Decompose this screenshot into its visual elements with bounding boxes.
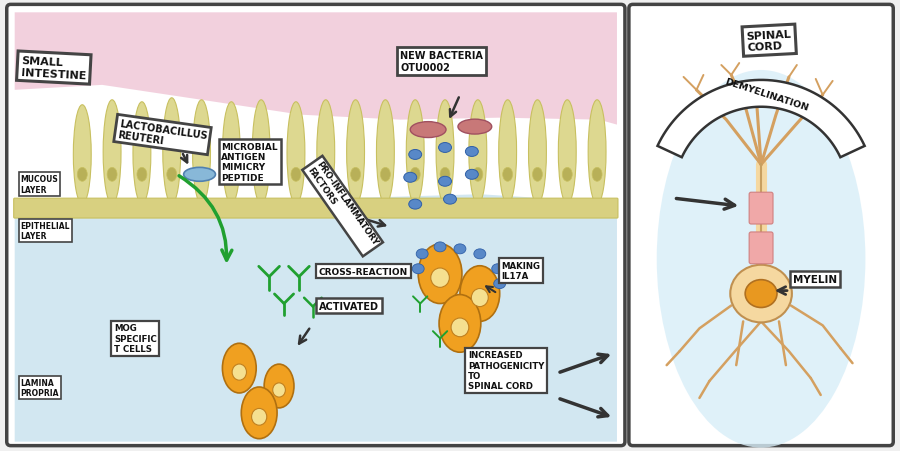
Text: MYELIN: MYELIN [793,274,837,284]
Ellipse shape [438,143,452,153]
Text: MAKING
IL17A: MAKING IL17A [501,261,541,281]
FancyBboxPatch shape [629,5,894,446]
Text: EPITHELIAL
LAYER: EPITHELIAL LAYER [21,221,70,241]
Ellipse shape [222,102,240,205]
Ellipse shape [472,168,482,182]
Ellipse shape [472,289,489,307]
Ellipse shape [351,168,361,182]
Ellipse shape [745,280,777,308]
Ellipse shape [166,168,176,182]
FancyArrowPatch shape [179,176,232,261]
Ellipse shape [104,101,121,205]
Ellipse shape [460,266,500,322]
Ellipse shape [465,170,478,180]
Ellipse shape [320,168,330,182]
Text: LACTOBACILLUS
REUTERI: LACTOBACILLUS REUTERI [117,119,208,152]
Ellipse shape [252,409,266,425]
Ellipse shape [227,168,237,182]
Ellipse shape [451,318,469,337]
Ellipse shape [454,244,466,254]
Ellipse shape [562,168,572,182]
Text: CROSS-REACTION: CROSS-REACTION [319,267,408,276]
Text: SPINAL
CORD: SPINAL CORD [746,29,792,53]
Ellipse shape [163,99,181,205]
Ellipse shape [232,364,247,380]
Ellipse shape [409,150,422,160]
Ellipse shape [241,387,277,439]
Ellipse shape [291,168,301,182]
Ellipse shape [558,101,576,205]
Text: SMALL
INTESTINE: SMALL INTESTINE [21,56,87,81]
Ellipse shape [533,168,543,182]
Ellipse shape [107,168,117,182]
Ellipse shape [346,101,364,205]
Ellipse shape [494,279,506,289]
Ellipse shape [458,120,491,135]
Ellipse shape [410,168,420,182]
Ellipse shape [434,242,446,252]
Ellipse shape [416,249,428,259]
Polygon shape [14,195,617,442]
Ellipse shape [193,101,211,205]
Ellipse shape [222,344,256,393]
Ellipse shape [431,268,449,288]
Ellipse shape [436,101,454,205]
Text: MICROBIAL
ANTIGEN
MIMICRY
PEPTIDE: MICROBIAL ANTIGEN MIMICRY PEPTIDE [221,142,278,182]
Ellipse shape [438,177,452,187]
Ellipse shape [588,101,606,205]
Ellipse shape [137,168,147,182]
Ellipse shape [317,101,335,205]
Ellipse shape [287,102,305,205]
Ellipse shape [256,168,266,182]
Ellipse shape [440,168,450,182]
Polygon shape [658,81,865,158]
Ellipse shape [444,195,456,205]
FancyBboxPatch shape [749,193,773,225]
Ellipse shape [410,122,446,138]
Ellipse shape [528,101,546,205]
Text: MOG
SPECIFIC
T CELLS: MOG SPECIFIC T CELLS [114,324,157,354]
Ellipse shape [184,168,215,182]
Ellipse shape [196,168,206,182]
Ellipse shape [381,168,391,182]
Ellipse shape [406,101,424,205]
Text: INCREASED
PATHOGENICITY
TO
SPINAL CORD: INCREASED PATHOGENICITY TO SPINAL CORD [468,350,544,391]
Ellipse shape [499,101,517,205]
Ellipse shape [412,264,424,274]
Text: ACTIVATED: ACTIVATED [319,301,379,311]
Ellipse shape [77,168,87,182]
Ellipse shape [252,101,270,205]
Text: NEW BACTERIA
OTU0002: NEW BACTERIA OTU0002 [400,51,483,73]
Text: LAMINA
PROPRIA: LAMINA PROPRIA [21,378,59,398]
Text: MUCOUS
LAYER: MUCOUS LAYER [21,175,58,194]
Ellipse shape [73,106,91,205]
Text: DEMYELINATION: DEMYELINATION [723,77,809,112]
FancyBboxPatch shape [14,199,618,219]
Ellipse shape [273,383,285,397]
Polygon shape [14,13,617,125]
Ellipse shape [465,147,478,157]
Ellipse shape [474,249,486,259]
Ellipse shape [409,200,422,210]
Ellipse shape [730,265,792,322]
Ellipse shape [404,173,417,183]
Ellipse shape [491,264,504,274]
Ellipse shape [376,101,394,205]
Ellipse shape [418,244,462,304]
Ellipse shape [264,364,294,408]
Text: PRO-INFLAMMATORY
FACTORS: PRO-INFLAMMATORY FACTORS [306,160,380,253]
Ellipse shape [439,295,481,352]
Ellipse shape [469,101,487,205]
FancyBboxPatch shape [6,5,625,446]
Ellipse shape [657,71,866,448]
Ellipse shape [503,168,513,182]
Ellipse shape [592,168,602,182]
Ellipse shape [133,102,151,205]
FancyBboxPatch shape [749,232,773,264]
